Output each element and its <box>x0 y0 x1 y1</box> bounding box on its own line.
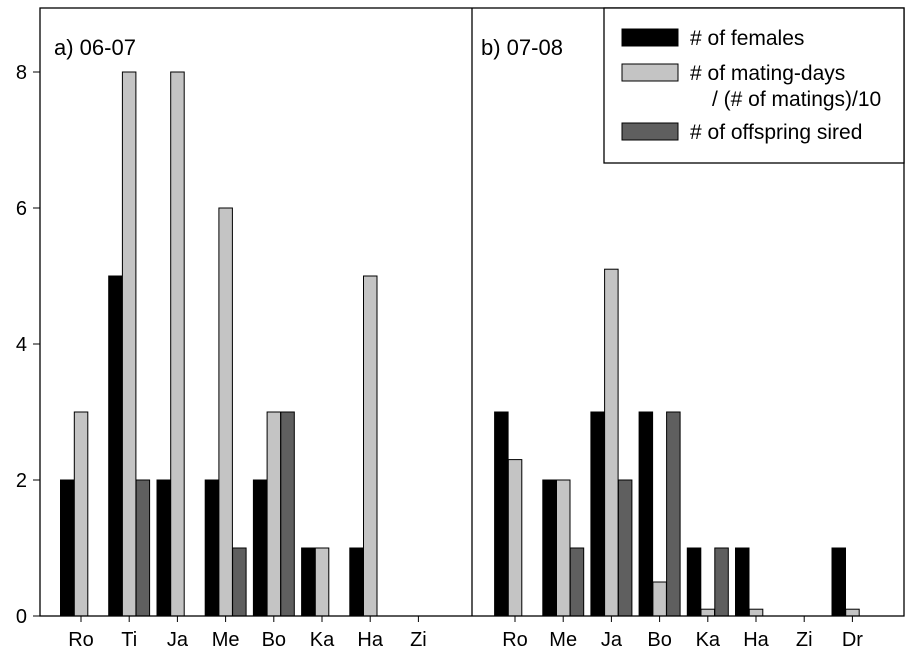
panel-b-bar-ka-mating-days <box>700 608 715 617</box>
panel-b-x-tick-label-bo: Bo <box>647 629 671 651</box>
panel-a-bar-bo-females <box>252 479 268 617</box>
y-tick-label-2: 2 <box>16 470 27 492</box>
panel-b-label: b) 07-08 <box>481 35 563 60</box>
panel-a-label: a) 06-07 <box>54 35 136 60</box>
panel-b-x-tick-label-zi: Zi <box>796 629 813 651</box>
panel-a-x-tick-label-ti: Ti <box>121 629 137 651</box>
panel-b-bar-bo-offspring <box>666 411 681 617</box>
panel-a-bar-ha-mating-days <box>363 275 378 617</box>
panel-a-bar-ja-females <box>156 479 171 617</box>
panel-b-bar-ro-females <box>494 411 509 617</box>
panel-a-x-tick-label-ro: Ro <box>68 629 94 651</box>
panel-b-bar-dr-females <box>831 547 846 617</box>
panel-b-bar-ka-females <box>686 547 702 617</box>
panel-a-bar-me-mating-days <box>218 207 233 617</box>
legend-label-mating-days-line2: / (# of matings)/10 <box>712 88 881 111</box>
panel-b-bar-ja-females <box>590 411 605 617</box>
panel-b-bar-dr-mating-days <box>845 608 860 617</box>
panel-b-bar-ro-mating-days <box>507 459 523 617</box>
panel-a-bar-ja-mating-days <box>170 71 185 617</box>
panel-a-bar-ti-offspring <box>135 479 151 617</box>
panel-b-bar-ha-mating-days <box>748 608 764 617</box>
panel-a-bar-ha-females <box>349 547 364 617</box>
y-tick-label-8: 8 <box>16 62 27 84</box>
panel-b-bar-me-offspring <box>569 547 585 617</box>
panel-b-bar-ka-offspring <box>714 547 729 617</box>
legend-label-mating-days: # of mating-days <box>690 62 845 85</box>
panel-b-bar-bo-females <box>638 411 654 617</box>
panel-a-x-tick-label-zi: Zi <box>410 629 427 651</box>
panel-a-bar-ro-females <box>60 479 75 617</box>
panel-a-bar-ti-mating-days <box>121 71 137 617</box>
panel-b-bar-bo-mating-days <box>652 581 667 617</box>
y-tick-label-0: 0 <box>16 606 27 628</box>
panel-a-bar-ka-mating-days <box>314 547 330 617</box>
legend-swatch-mating-days <box>621 63 679 82</box>
legend: # of females # of mating-days / (# of ma… <box>603 7 905 164</box>
panel-b-x-tick-label-dr: Dr <box>842 629 863 651</box>
panel-b-x-tick-label-me: Me <box>549 629 577 651</box>
bars-layer <box>60 71 860 617</box>
panel-a-x-tick-label-ja: Ja <box>167 629 189 651</box>
panel-a-bar-ro-mating-days <box>73 411 89 617</box>
panel-a-bar-bo-offspring <box>280 411 295 617</box>
panel-a-x-tick-label-me: Me <box>212 629 240 651</box>
panel-b-x-tick-label-ja: Ja <box>601 629 623 651</box>
panel-a-x-tick-label-ka: Ka <box>310 629 335 651</box>
panel-b-x-tick-label-ha: Ha <box>743 629 769 651</box>
legend-label-females: # of females <box>690 27 804 50</box>
panel-b-bar-me-females <box>542 479 557 617</box>
legend-swatch-females <box>621 28 679 47</box>
ticks-layer: Ro Ti Ja Me Bo Ka Ha Zi Ro Me Ja Bo Ka Ha Zi Dr 0 2 4 6 8 <box>16 62 863 651</box>
panel-a-bar-ka-females <box>301 547 316 617</box>
panel-b-x-tick-label-ro: Ro <box>502 629 528 651</box>
panel-b-bar-ha-females <box>735 547 750 617</box>
panel-a-x-tick-label-ha: Ha <box>357 629 383 651</box>
panel-b-bar-me-mating-days <box>556 479 571 617</box>
panel-a-bar-bo-mating-days <box>266 411 282 617</box>
panel-a-bar-me-females <box>204 479 220 617</box>
legend-swatch-offspring <box>621 122 679 141</box>
panel-a-bar-me-offspring <box>232 547 247 617</box>
panel-b-bar-ja-offspring <box>617 479 633 617</box>
panel-a-x-tick-label-bo: Bo <box>262 629 286 651</box>
legend-label-offspring: # of offspring sired <box>690 121 862 144</box>
y-tick-label-6: 6 <box>16 198 27 220</box>
panel-b-x-tick-label-ka: Ka <box>696 629 721 651</box>
panel-b-bar-ja-mating-days <box>604 268 619 617</box>
axes-layer <box>39 7 905 617</box>
panel-a-bar-ti-females <box>108 275 123 617</box>
y-tick-label-4: 4 <box>16 334 27 356</box>
